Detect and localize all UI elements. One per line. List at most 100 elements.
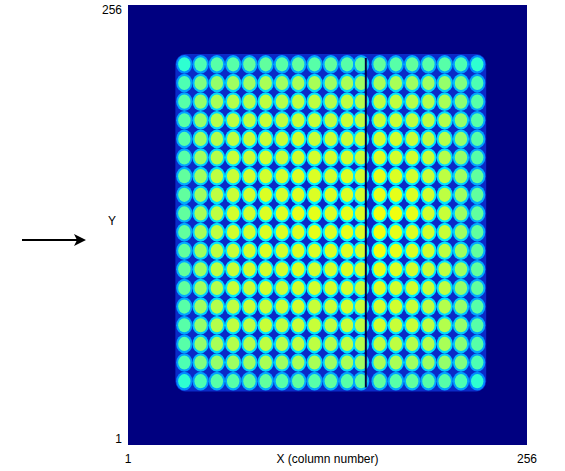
spot [422, 262, 434, 276]
spot-halo [388, 167, 404, 186]
spot [276, 374, 288, 388]
spot-halo [353, 241, 369, 260]
spot [211, 281, 223, 295]
spot [471, 188, 483, 202]
spot-halo [209, 185, 225, 204]
spot [373, 132, 385, 146]
spot-halo [192, 297, 208, 316]
spot-halo [469, 297, 485, 316]
spot [325, 244, 337, 258]
spot-halo [404, 167, 420, 186]
spot-halo [323, 372, 339, 391]
spot-halo [306, 335, 322, 354]
spot [292, 355, 304, 369]
spot [211, 150, 223, 164]
spot-halo [274, 204, 290, 223]
spot-halo [176, 55, 192, 74]
spot-halo [192, 372, 208, 391]
spot [308, 95, 320, 109]
spot-halo [469, 279, 485, 298]
spot [227, 188, 239, 202]
spot-halo [258, 279, 274, 298]
spot [178, 374, 190, 388]
spot-halo [176, 260, 192, 279]
spot [406, 337, 418, 351]
spot [422, 244, 434, 258]
spot-halo [274, 55, 290, 74]
spot-halo [339, 316, 355, 335]
spot-halo [209, 353, 225, 372]
spot [178, 355, 190, 369]
spot-halo [306, 372, 322, 391]
spot [211, 206, 223, 220]
spot-halo [371, 185, 387, 204]
spot [471, 76, 483, 90]
spot [373, 188, 385, 202]
spot [422, 206, 434, 220]
spot [341, 76, 353, 90]
y-tick-label: 256 [102, 3, 122, 17]
spot-halo [290, 185, 306, 204]
spot [276, 244, 288, 258]
spot [227, 206, 239, 220]
spot-halo [258, 185, 274, 204]
spot [325, 113, 337, 127]
spot-halo [437, 111, 453, 130]
spot-halo [371, 111, 387, 130]
spot-halo [225, 297, 241, 316]
spot [471, 169, 483, 183]
spot [276, 132, 288, 146]
y-tick-label: 1 [115, 432, 122, 446]
spot [227, 132, 239, 146]
spot-halo [258, 353, 274, 372]
spot-halo [258, 260, 274, 279]
spot [292, 169, 304, 183]
spot-halo [453, 316, 469, 335]
spot [422, 132, 434, 146]
spot-halo [420, 353, 436, 372]
spot-halo [404, 55, 420, 74]
spot [178, 300, 190, 314]
spot-halo [371, 260, 387, 279]
spot [422, 76, 434, 90]
spot [406, 355, 418, 369]
spot [406, 300, 418, 314]
spot [406, 374, 418, 388]
spot [292, 95, 304, 109]
spot-halo [258, 92, 274, 111]
spot [390, 95, 402, 109]
spot-halo [192, 74, 208, 93]
spot [325, 132, 337, 146]
spot [406, 206, 418, 220]
spot-halo [241, 148, 257, 167]
spot [325, 206, 337, 220]
spot-halo [176, 316, 192, 335]
y-axis-title: Y [108, 214, 116, 228]
spot [227, 281, 239, 295]
spot [373, 76, 385, 90]
spot [243, 337, 255, 351]
spot [373, 57, 385, 71]
spot [325, 150, 337, 164]
spot-halo [290, 74, 306, 93]
spot-halo [437, 204, 453, 223]
spot-halo [339, 279, 355, 298]
spot [341, 300, 353, 314]
x-tick-label: 256 [517, 452, 537, 466]
spot-halo [469, 260, 485, 279]
spot [276, 188, 288, 202]
spot-halo [420, 260, 436, 279]
spot-halo [192, 353, 208, 372]
spot [439, 281, 451, 295]
spot-halo [290, 372, 306, 391]
spot-halo [274, 130, 290, 149]
spot [439, 262, 451, 276]
spot-halo [388, 74, 404, 93]
spot [308, 188, 320, 202]
spot [178, 132, 190, 146]
spot [211, 318, 223, 332]
spot [422, 57, 434, 71]
spot-halo [176, 185, 192, 204]
spot-halo [258, 372, 274, 391]
spot [439, 337, 451, 351]
